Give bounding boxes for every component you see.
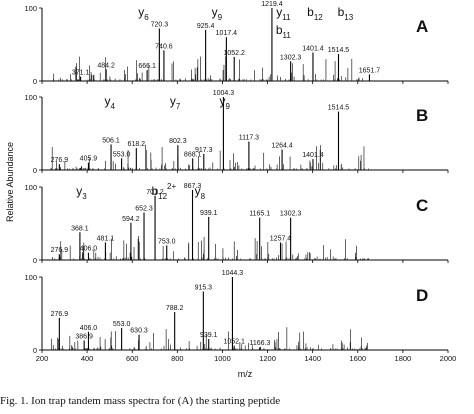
x-tick-label: 2000	[440, 354, 457, 363]
figure-caption: Fig. 1. Ion trap tandem mass spectra for…	[0, 395, 280, 407]
fragment-ion-label: y11	[276, 5, 291, 22]
peak-mz-label: 1401.4	[302, 152, 324, 159]
panel-label: C	[416, 196, 428, 215]
peak-mz-label: 1651.7	[359, 67, 381, 74]
peak-mz-label: 1052.2	[224, 50, 246, 57]
peak-mz-label: 1219.4	[261, 1, 283, 8]
fragment-ion-label: y9	[219, 94, 230, 111]
x-tick-label: 400	[81, 354, 94, 363]
peak-mz-label: 802.3	[169, 138, 187, 145]
peak-mz-label: 553.0	[113, 151, 131, 158]
x-tick-label: 1200	[259, 354, 276, 363]
fragment-ion-label: y7	[170, 94, 181, 111]
x-axis-title: m/z	[238, 369, 253, 379]
fragment-ion-label: b13	[338, 5, 354, 22]
peak-mz-label: 630.3	[130, 328, 148, 335]
peak-mz-label: 1004.3	[213, 90, 235, 97]
fragment-ion-label: y8	[195, 184, 206, 201]
peak-mz-label: 386.9	[75, 334, 93, 341]
peak-mz-label: 1514.5	[328, 47, 350, 54]
peak-mz-label: 867.3	[184, 183, 202, 190]
peak-mz-label: 1401.4	[302, 46, 324, 53]
peak-mz-label: 925.4	[197, 23, 215, 30]
peak-mz-label: 1166.3	[250, 340, 271, 347]
peak-mz-label: 720.3	[151, 21, 169, 28]
y-axis-title: Relative Abundance	[5, 142, 15, 222]
x-tick-label: 800	[171, 354, 184, 363]
peak-mz-label: 1052.1	[223, 339, 245, 346]
peak-mz-label: 1117.3	[239, 135, 259, 142]
peak-mz-label: 1165.1	[249, 211, 270, 218]
peak-mz-label: 1257.4	[270, 235, 292, 242]
x-tick-label: 200	[36, 354, 49, 363]
peak-mz-label: 405.9	[80, 156, 98, 163]
peak-mz-label: 666.1	[138, 63, 156, 70]
spectrum-panel-c: 0 100 276.9 368.1 406.0 481.1 594.2 652.3 701.2 7…	[24, 182, 449, 265]
spectrum-panel-b: 0 100 276.9 405.9 506.1 553.0 618.2 802.3 868.19…	[24, 90, 449, 175]
y-tick-label: 0	[33, 256, 37, 265]
panel-label: A	[416, 17, 428, 36]
peak-mz-label: 1017.4	[216, 30, 238, 37]
x-tick-label: 1400	[304, 354, 321, 363]
peak-mz-label: 276.9	[51, 311, 69, 318]
peak-mz-label: 1302.3	[280, 54, 302, 61]
fragment-ion-label: y6	[138, 5, 149, 22]
y-tick-label: 0	[33, 77, 37, 86]
y-tick-label: 0	[33, 346, 37, 355]
peak-mz-label: 406.0	[80, 246, 98, 253]
peak-mz-label: 652.3	[135, 206, 153, 213]
peak-mz-label: 868.1	[184, 151, 202, 158]
peak-mz-label: 788.2	[166, 305, 184, 312]
peak-mz-label: 939.1	[200, 332, 218, 339]
peak-mz-label: 618.2	[128, 141, 146, 148]
peak-mz-label: 1302.3	[280, 211, 302, 218]
peak-mz-label: 368.1	[71, 225, 89, 232]
y-tick-label: 100	[24, 183, 37, 192]
fragment-ion-label: b12	[307, 5, 323, 22]
peak-mz-label: 506.1	[102, 137, 120, 144]
fragment-ion-label: y3	[76, 184, 87, 201]
peak-mz-label: 1044.3	[222, 270, 244, 277]
y-tick-label: 100	[24, 4, 37, 13]
x-tick-label: 600	[126, 354, 139, 363]
peak-mz-label: 1264.4	[271, 143, 293, 150]
peak-mz-label: 276.9	[51, 247, 69, 254]
peak-mz-label: 276.9	[51, 157, 69, 164]
peak-mz-label: 406.0	[80, 325, 98, 332]
y-tick-label: 0	[33, 166, 37, 175]
fragment-ion-label: y4	[104, 94, 115, 111]
x-tick-label: 1600	[349, 354, 366, 363]
peak-mz-label: 915.3	[195, 285, 213, 292]
fragment-ion-label: y9	[212, 5, 223, 22]
panel-label: D	[416, 286, 428, 305]
y-tick-label: 100	[24, 273, 37, 282]
peak-mz-label: 701.2	[146, 189, 164, 196]
peak-mz-label: 1514.5	[328, 105, 350, 112]
peak-mz-label: 917.3	[195, 147, 213, 154]
peak-mz-label: 594.2	[122, 216, 140, 223]
peak-mz-label: 371.1	[72, 70, 90, 77]
peak-mz-label: 553.0	[113, 321, 131, 328]
peak-mz-label: 484.2	[97, 62, 115, 69]
peak-mz-label: 939.1	[200, 210, 218, 217]
peak-mz-label: 481.1	[97, 235, 115, 242]
spectrum-panel-d: 0 100 200 400 600 800 1000 1200 1400 1600 1800 2000…	[24, 270, 456, 363]
fragment-ion-label: b11	[276, 23, 292, 40]
x-tick-label: 1000	[214, 354, 231, 363]
fragment-ion-label: b122+	[151, 182, 176, 201]
panel-label: B	[416, 106, 428, 125]
x-tick-label: 1800	[395, 354, 412, 363]
peak-mz-label: 753.0	[158, 238, 176, 245]
y-tick-label: 100	[24, 93, 37, 102]
peak-mz-label: 740.6	[155, 43, 173, 50]
